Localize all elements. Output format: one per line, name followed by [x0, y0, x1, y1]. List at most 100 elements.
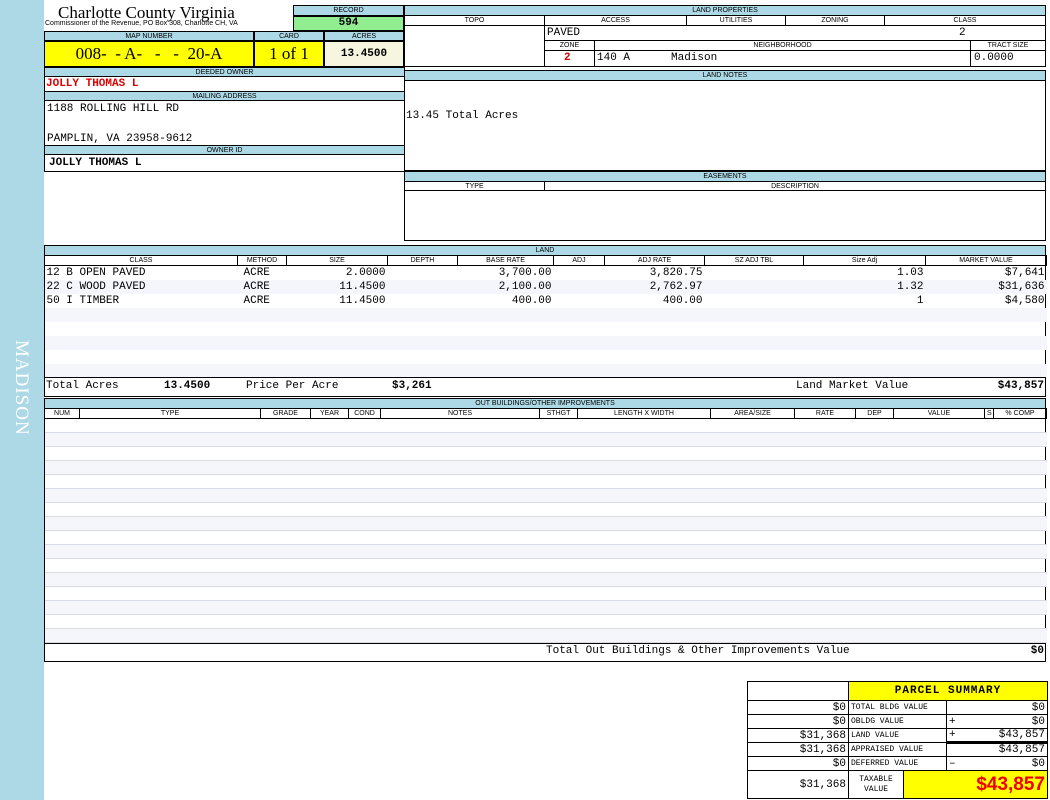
outbuilding-cell — [985, 433, 994, 447]
outbuilding-cell — [578, 601, 711, 615]
outbuilding-cell — [994, 559, 1047, 573]
land-cell: 2,100.00 — [498, 280, 552, 293]
land-cell — [45, 336, 238, 350]
outbuilding-cell — [795, 531, 856, 545]
outbuilding-cell — [711, 545, 795, 559]
outbuildings-table: NUM TYPE GRADE YEAR COND NOTES STHGT LENGTH X W… — [44, 408, 1047, 643]
outbuilding-cell — [985, 587, 994, 601]
outbuilding-cell — [311, 559, 349, 573]
outbuilding-cell — [349, 489, 381, 503]
outbuilding-cell — [261, 433, 311, 447]
outbuilding-cell — [994, 573, 1047, 587]
land-table: CLASS METHOD SIZE DEPTH BASE RATE ADJ ADJ RATE… — [44, 255, 1047, 378]
land-cell — [926, 350, 1047, 364]
class-value: 2 — [959, 27, 966, 39]
outbuilding-cell — [894, 587, 985, 601]
outbuilding-cell — [795, 419, 856, 433]
record-label: RECORD — [293, 5, 404, 16]
outbuilding-cell — [80, 629, 261, 643]
zone-value: 2 — [564, 52, 571, 64]
outbuilding-cell — [80, 503, 261, 517]
outbuilding-col-header: NOTES — [380, 408, 540, 419]
outbuilding-col-header: LENGTH X WIDTH — [577, 408, 711, 419]
land-cell — [705, 266, 804, 280]
land-cell — [287, 364, 388, 378]
land-cell — [388, 336, 458, 350]
outbuilding-cell — [261, 475, 311, 489]
land-cell — [926, 322, 1047, 336]
outbuilding-cell — [45, 517, 80, 531]
outbuilding-cell — [540, 601, 578, 615]
outbuilding-cell — [985, 545, 994, 559]
land-cell — [554, 350, 605, 364]
land-col-header: CLASS — [44, 255, 238, 266]
easements-header: TYPE DESCRIPTION — [404, 181, 1046, 191]
summary-operator: + — [949, 729, 956, 742]
outbuilding-cell — [349, 545, 381, 559]
summary-label: DEFERRED VALUE — [848, 756, 947, 771]
outbuilding-cell — [856, 503, 894, 517]
outbuilding-cell — [894, 559, 985, 573]
outbuilding-cell — [349, 573, 381, 587]
land-cell — [45, 364, 238, 378]
summary-operator: – — [949, 757, 956, 770]
land-notes-title: LAND NOTES — [404, 70, 1046, 81]
address-line-1: 1188 ROLLING HILL RD — [47, 103, 180, 115]
outbuilding-cell — [795, 573, 856, 587]
outbuilding-cell — [381, 489, 540, 503]
outbuilding-cell — [985, 629, 994, 643]
outbuilding-cell — [261, 545, 311, 559]
easement-type-label: TYPE — [405, 182, 545, 190]
summary-operator: + — [949, 715, 956, 728]
outbuilding-cell — [578, 517, 711, 531]
outbuilding-cell — [985, 419, 994, 433]
outbuilding-cell — [985, 461, 994, 475]
page-subtitle: Commissioner of the Revenue, PO Box 308,… — [45, 20, 238, 27]
outbuilding-cell — [45, 545, 80, 559]
utilities-label: UTILITIES — [687, 16, 786, 25]
land-cell — [458, 364, 554, 378]
outbuilding-cell — [45, 573, 80, 587]
summary-label: OBLDG VALUE — [848, 714, 947, 729]
outbuilding-cell — [711, 601, 795, 615]
summary-value: + $0 — [946, 714, 1048, 729]
outbuilding-row — [44, 419, 1047, 433]
outbuilding-cell — [994, 475, 1047, 489]
outbuilding-row — [44, 460, 1047, 475]
outbuilding-cell — [540, 475, 578, 489]
outbuilding-cell — [985, 531, 994, 545]
outbuilding-cell — [349, 587, 381, 601]
outbuilding-cell — [311, 629, 349, 643]
land-cell — [388, 350, 458, 364]
outbuilding-cell — [894, 573, 985, 587]
outbuilding-row — [44, 488, 1047, 503]
outbuilding-cell — [711, 587, 795, 601]
outbuilding-cell — [381, 531, 540, 545]
land-cell — [705, 350, 804, 364]
land-cell — [804, 308, 926, 322]
land-cell: 2,762.97 — [649, 280, 703, 293]
land-col-header: ADJ — [553, 255, 605, 266]
outbuilding-cell — [381, 475, 540, 489]
outbuilding-cell — [349, 503, 381, 517]
outbuilding-cell — [311, 573, 349, 587]
land-cell — [388, 280, 458, 294]
outbuilding-cell — [261, 447, 311, 461]
outbuilding-row — [44, 503, 1047, 517]
zone-header: ZONE NEIGHBORHOOD TRACT SIZE — [544, 40, 1046, 51]
outbuilding-cell — [349, 517, 381, 531]
land-cell — [554, 266, 605, 280]
land-row: 22 C WOOD PAVED ACRE 11.4500 2,100.00 2,762.… — [44, 279, 1047, 294]
land-cell — [287, 350, 388, 364]
outbuilding-cell — [994, 503, 1047, 517]
deeded-owner-label: DEEDED OWNER — [44, 67, 405, 77]
land-cell: 12 B OPEN PAVED — [46, 266, 146, 279]
land-cell — [388, 308, 458, 322]
parcel-summary: PARCEL SUMMARY $0 TOTAL BLDG VALUE $0 $0 OBL… — [747, 681, 1048, 799]
outbuilding-cell — [994, 587, 1047, 601]
outbuilding-cell — [80, 475, 261, 489]
outbuilding-cell — [80, 545, 261, 559]
summary-value: $43,857 — [946, 741, 1048, 757]
outbuilding-cell — [795, 489, 856, 503]
land-cell — [605, 308, 705, 322]
